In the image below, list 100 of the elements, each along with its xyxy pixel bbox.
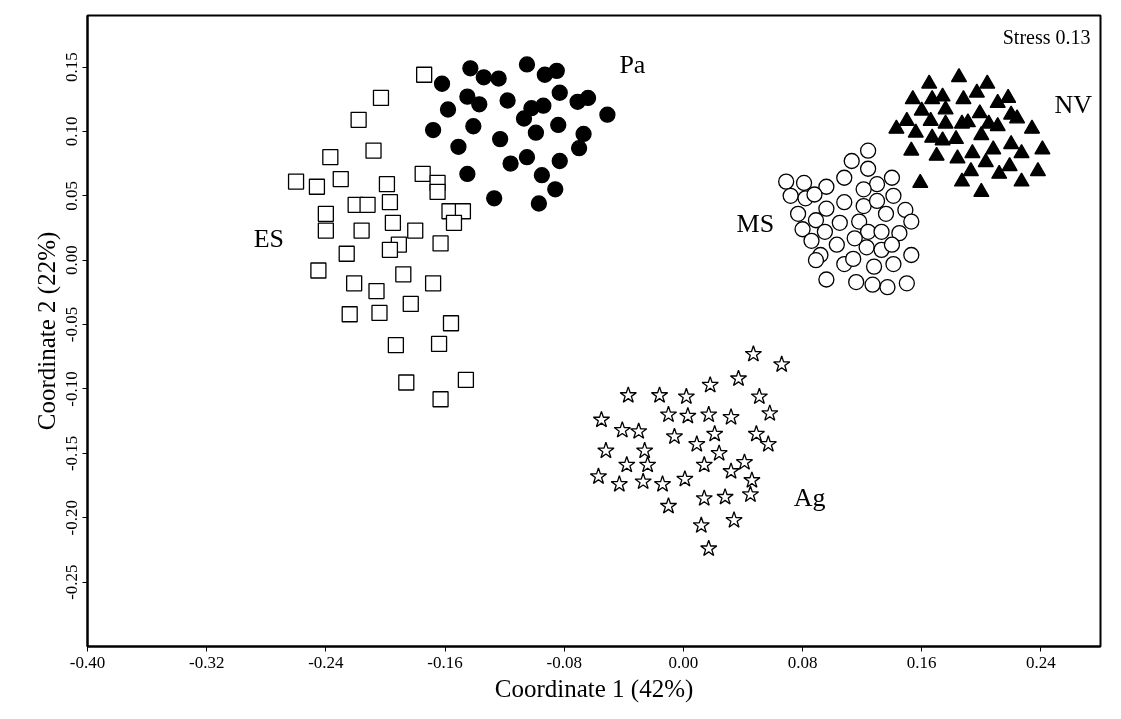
point	[699, 405, 718, 423]
point	[761, 404, 779, 421]
point	[398, 374, 415, 391]
point	[903, 246, 920, 264]
point	[432, 391, 449, 408]
point	[859, 142, 877, 159]
point	[831, 214, 848, 231]
point	[795, 174, 813, 192]
point	[287, 173, 305, 190]
point	[865, 258, 883, 275]
point	[989, 93, 1006, 109]
point	[999, 88, 1017, 103]
point	[868, 176, 886, 193]
y-tick-label: -0.15	[62, 435, 82, 472]
point	[1029, 162, 1047, 177]
point	[424, 275, 442, 292]
point	[433, 75, 451, 92]
point	[378, 176, 396, 193]
point	[665, 427, 684, 445]
point	[677, 387, 696, 405]
point	[950, 68, 968, 83]
point	[843, 152, 860, 170]
point	[747, 424, 766, 442]
point	[962, 162, 980, 177]
point	[1034, 140, 1051, 155]
point	[789, 205, 807, 222]
point	[518, 56, 536, 73]
x-axis-title: Coordinate 1 (42%)	[494, 674, 694, 703]
point	[619, 386, 637, 403]
point	[885, 187, 902, 204]
point	[735, 453, 754, 470]
y-tick-label: -0.05	[62, 306, 82, 343]
y-tick-label: 0.00	[62, 245, 82, 276]
point	[949, 149, 966, 164]
point	[903, 141, 920, 156]
point	[877, 205, 895, 222]
point	[699, 539, 718, 557]
x-tick-label: 0.00	[668, 652, 699, 672]
point	[439, 101, 457, 118]
point	[387, 337, 405, 354]
point	[381, 194, 399, 211]
point	[858, 239, 875, 256]
point	[913, 101, 930, 116]
point	[450, 138, 467, 155]
point	[722, 408, 740, 425]
y-tick-label: 0.10	[62, 116, 82, 147]
point	[695, 489, 713, 506]
point	[570, 140, 588, 157]
point	[688, 435, 706, 452]
point	[937, 100, 954, 115]
point	[402, 295, 419, 313]
point	[492, 130, 509, 148]
point	[384, 214, 402, 231]
point	[634, 472, 652, 490]
point	[868, 192, 886, 210]
point	[968, 83, 985, 98]
point	[445, 214, 463, 231]
point	[971, 104, 988, 119]
point	[710, 444, 728, 461]
point	[989, 116, 1006, 132]
y-tick-label: -0.20	[62, 500, 82, 536]
point	[592, 410, 611, 428]
point	[317, 205, 334, 222]
point	[806, 186, 823, 203]
point	[1013, 172, 1030, 187]
point	[547, 181, 564, 198]
point	[705, 424, 724, 442]
point	[653, 475, 672, 492]
point	[416, 66, 433, 83]
y-axis-title: Coordinate 2 (22%)	[32, 231, 61, 431]
point	[1002, 134, 1020, 150]
point	[921, 74, 938, 89]
point	[828, 236, 845, 253]
point	[741, 485, 760, 503]
point	[429, 183, 446, 201]
x-tick-label: 0.08	[787, 652, 818, 672]
x-tick-label: 0.24	[1026, 652, 1057, 672]
point	[729, 369, 748, 387]
point	[407, 222, 424, 239]
point	[782, 187, 799, 204]
series-label: NV	[1054, 90, 1093, 120]
point	[530, 195, 548, 212]
point	[610, 475, 629, 492]
y-tick-label: 0.05	[62, 180, 82, 211]
point	[322, 149, 339, 166]
point	[518, 149, 536, 166]
point	[502, 155, 519, 172]
point	[855, 181, 872, 198]
x-tick-label: -0.24	[308, 652, 345, 672]
point	[589, 467, 608, 485]
point	[471, 96, 488, 113]
point	[883, 169, 901, 186]
point	[973, 125, 990, 141]
point	[1001, 156, 1018, 172]
point	[359, 196, 376, 213]
point	[459, 88, 476, 105]
point	[341, 306, 358, 323]
point	[659, 496, 678, 514]
point	[613, 421, 632, 438]
point	[836, 169, 853, 186]
